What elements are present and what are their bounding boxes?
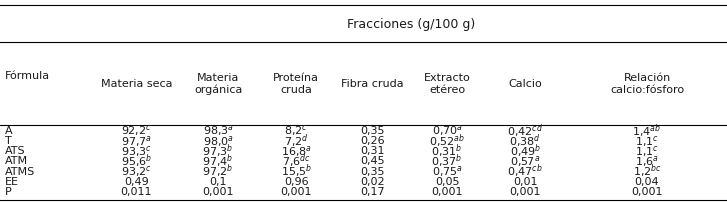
Text: ATS: ATS [5,145,25,156]
Text: 98,3$^{a}$: 98,3$^{a}$ [203,123,233,138]
Text: 0,96: 0,96 [284,176,308,186]
Text: 98,0$^{a}$: 98,0$^{a}$ [203,133,233,148]
Text: 0,75$^{a}$: 0,75$^{a}$ [432,163,462,178]
Text: 0,011: 0,011 [121,186,152,196]
Text: Calcio: Calcio [508,79,542,89]
Text: Materia seca: Materia seca [100,79,172,89]
Text: 7,2$^{d}$: 7,2$^{d}$ [284,132,309,149]
Text: 92,2$^{c}$: 92,2$^{c}$ [121,123,152,138]
Text: 0,001: 0,001 [202,186,234,196]
Text: 0,04: 0,04 [635,176,659,186]
Text: P: P [5,186,12,196]
Text: 97,3$^{b}$: 97,3$^{b}$ [202,142,234,159]
Text: 0,52$^{ab}$: 0,52$^{ab}$ [429,132,465,149]
Text: 97,7$^{a}$: 97,7$^{a}$ [121,133,152,148]
Text: 0,35: 0,35 [361,125,385,135]
Text: Fibra cruda: Fibra cruda [341,79,404,89]
Text: 0,001: 0,001 [431,186,463,196]
Text: EE: EE [5,176,19,186]
Text: 0,31$^{b}$: 0,31$^{b}$ [431,142,463,159]
Text: 0,42$^{cd}$: 0,42$^{cd}$ [507,122,543,139]
Text: Relación
calcio:fósforo: Relación calcio:fósforo [610,73,684,95]
Text: 0,17: 0,17 [361,186,385,196]
Text: 97,4$^{b}$: 97,4$^{b}$ [202,152,234,169]
Text: 0,26: 0,26 [361,135,385,145]
Text: 0,45: 0,45 [361,156,385,166]
Text: 0,47$^{cb}$: 0,47$^{cb}$ [507,162,543,179]
Text: T: T [5,135,12,145]
Text: 0,31: 0,31 [361,145,385,156]
Text: Materia
orgánica: Materia orgánica [194,73,242,95]
Text: Fórmula: Fórmula [5,71,50,81]
Text: Fracciones (g/100 g): Fracciones (g/100 g) [347,18,475,31]
Text: Proteína
cruda: Proteína cruda [273,73,319,95]
Text: 1,2$^{bc}$: 1,2$^{bc}$ [632,162,662,179]
Text: 15,5$^{b}$: 15,5$^{b}$ [281,162,312,179]
Text: 0,37$^{b}$: 0,37$^{b}$ [431,152,463,169]
Text: 0,49: 0,49 [124,176,149,186]
Text: 1,6$^{a}$: 1,6$^{a}$ [635,153,659,168]
Text: 0,49$^{b}$: 0,49$^{b}$ [510,142,541,159]
Text: 0,01: 0,01 [513,176,537,186]
Text: 7,6$^{dc}$: 7,6$^{dc}$ [282,152,310,169]
Text: 1,1$^{c}$: 1,1$^{c}$ [635,133,659,148]
Text: 1,4$^{ab}$: 1,4$^{ab}$ [632,122,662,139]
Text: 0,02: 0,02 [361,176,385,186]
Text: 8,2$^{c}$: 8,2$^{c}$ [284,123,308,138]
Text: 0,57$^{a}$: 0,57$^{a}$ [510,153,540,168]
Text: A: A [5,125,12,135]
Text: 0,001: 0,001 [631,186,663,196]
Text: 0,05: 0,05 [435,176,459,186]
Text: 0,70$^{a}$: 0,70$^{a}$ [432,123,462,138]
Text: 97,2$^{b}$: 97,2$^{b}$ [202,162,234,179]
Text: ATM: ATM [5,156,28,166]
Text: 16,8$^{a}$: 16,8$^{a}$ [281,143,312,158]
Text: 0,38$^{d}$: 0,38$^{d}$ [510,132,541,149]
Text: ATMS: ATMS [5,166,36,176]
Text: Extracto
etéreo: Extracto etéreo [424,73,470,95]
Text: 0,1: 0,1 [209,176,227,186]
Text: 93,3$^{c}$: 93,3$^{c}$ [121,143,152,158]
Text: 93,2$^{c}$: 93,2$^{c}$ [121,163,152,178]
Text: 1,1$^{c}$: 1,1$^{c}$ [635,143,659,158]
Text: 95,6$^{b}$: 95,6$^{b}$ [121,152,152,169]
Text: 0,001: 0,001 [281,186,312,196]
Text: 0,001: 0,001 [510,186,541,196]
Text: 0,35: 0,35 [361,166,385,176]
